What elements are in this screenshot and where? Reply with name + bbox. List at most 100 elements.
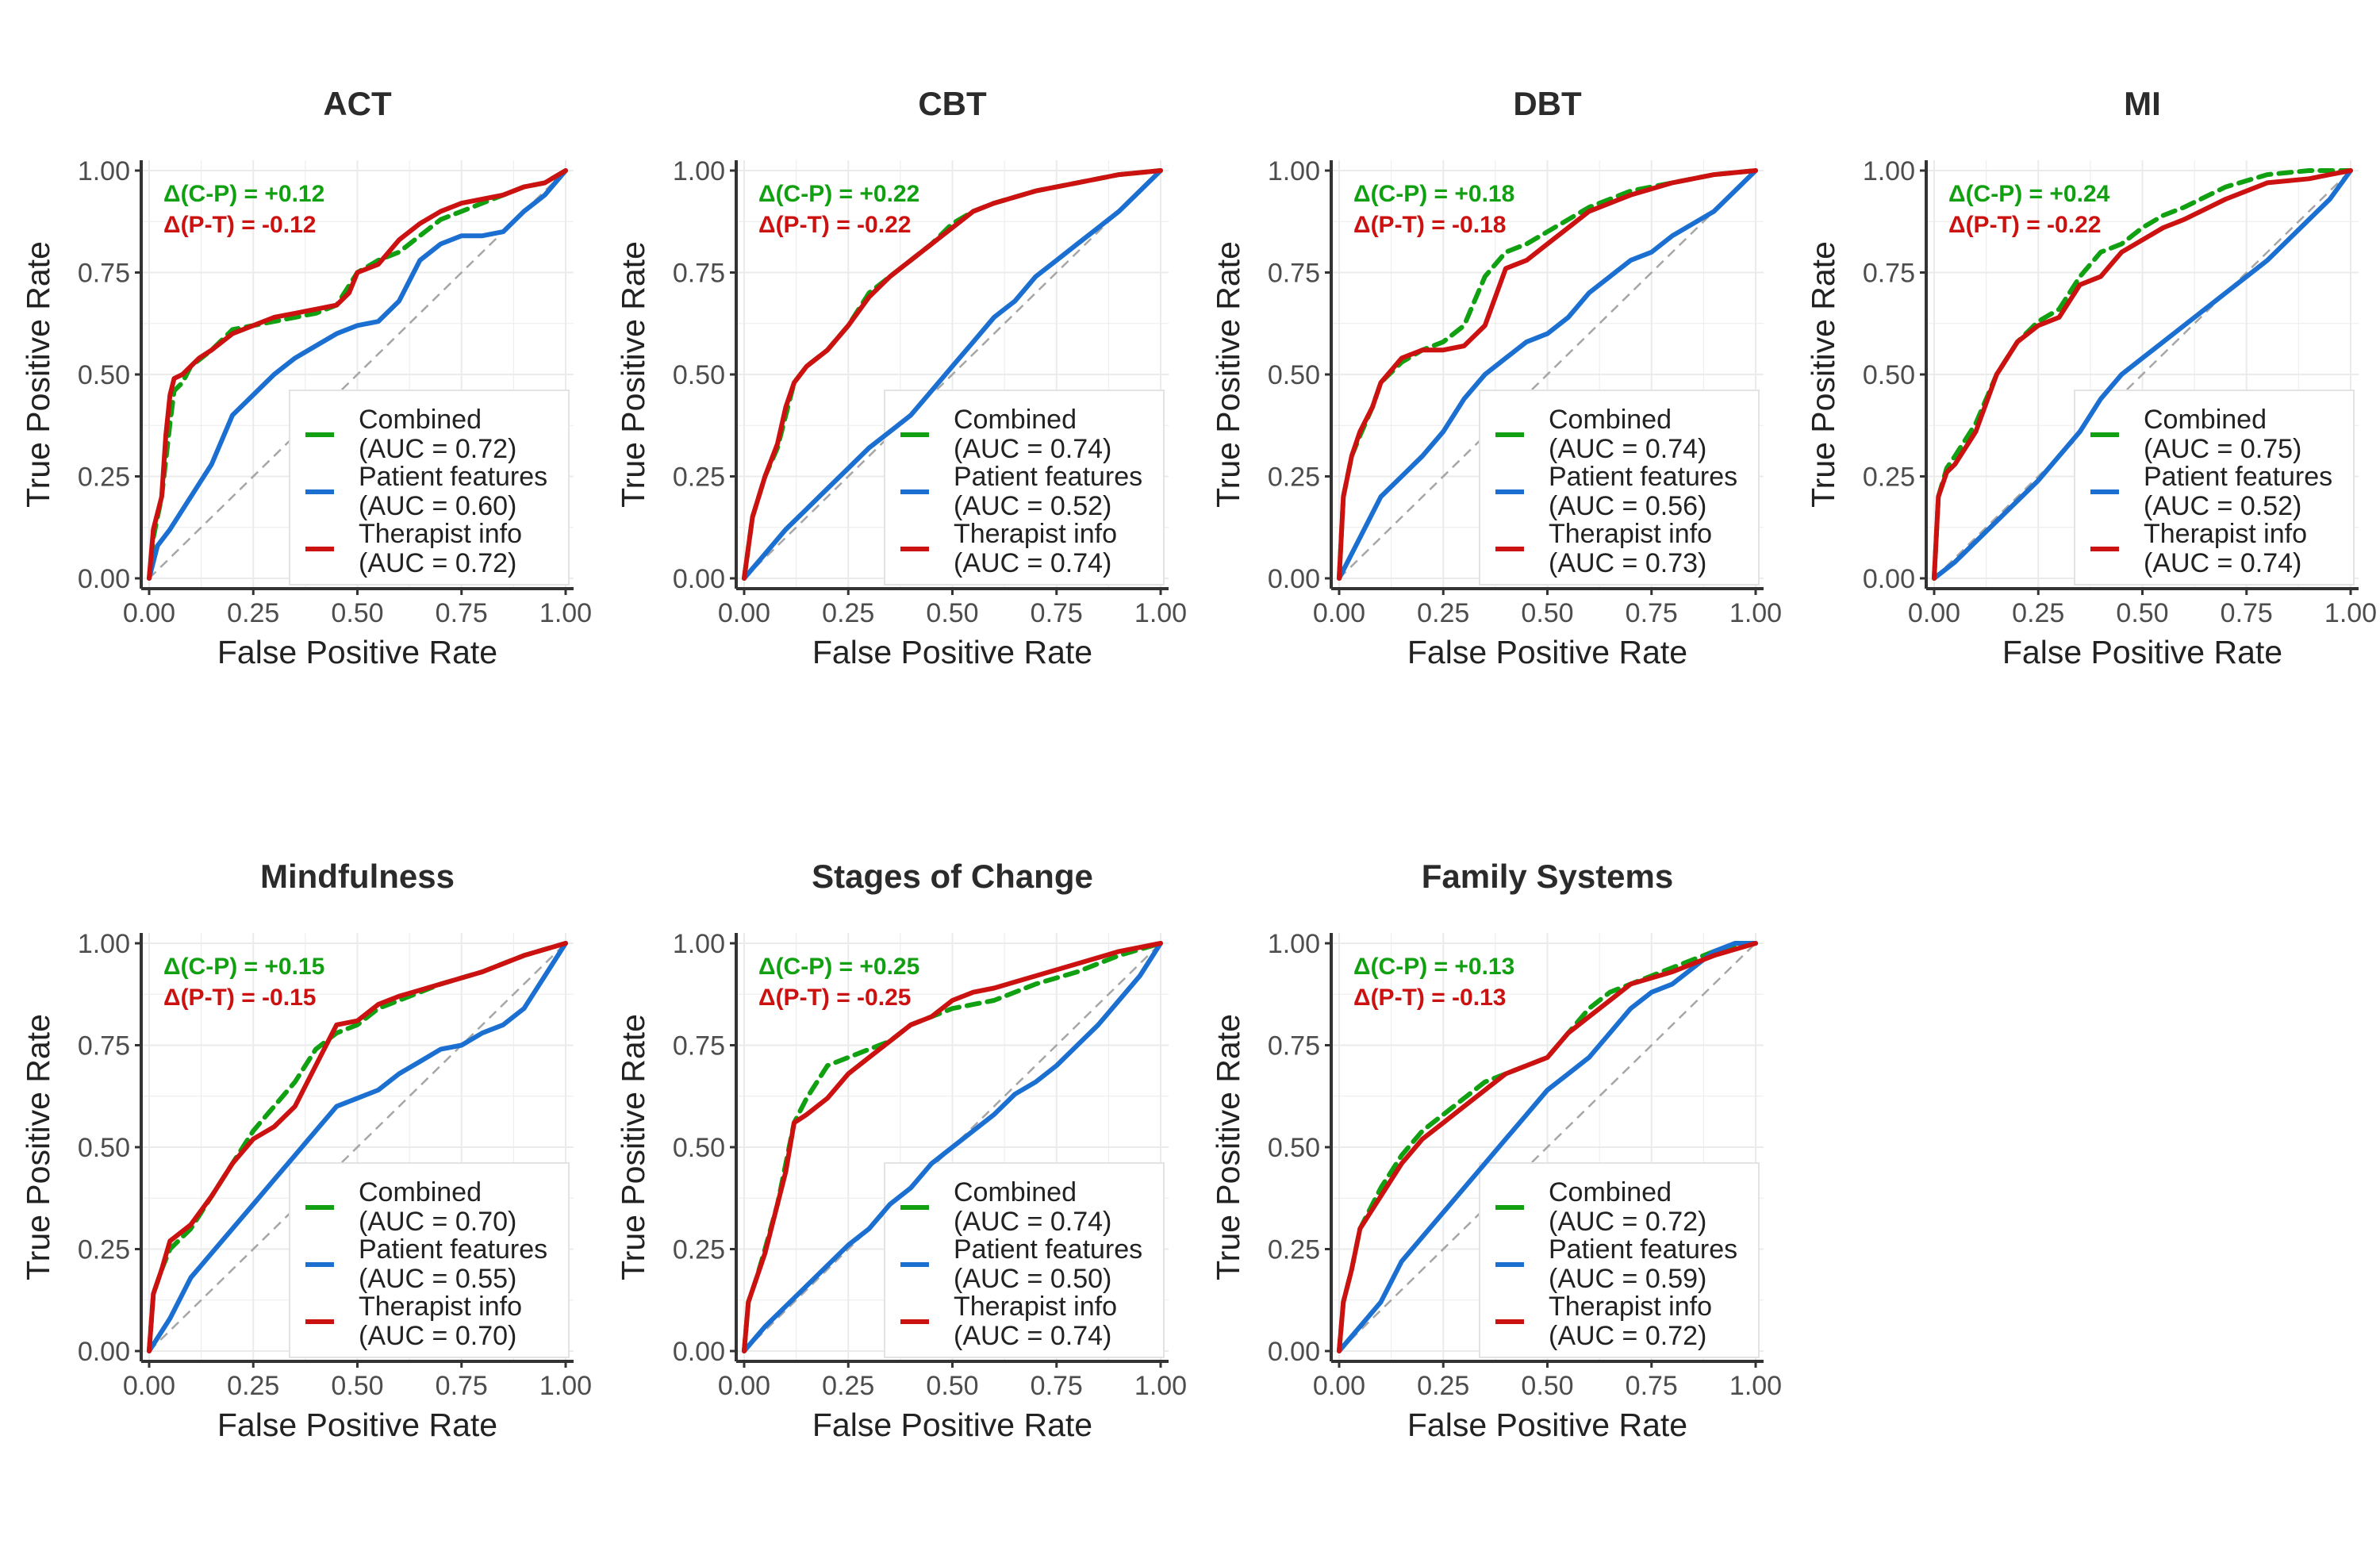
delta-patient-therapist: Δ(P-T) = -0.15	[163, 985, 316, 1011]
y-tick-label: 1.00	[1863, 156, 1915, 186]
legend-box	[1479, 1162, 1760, 1358]
legend-auc-patient: (AUC = 0.56)	[1549, 491, 1706, 521]
y-tick-label: 0.25	[673, 1235, 725, 1265]
y-axis-title: True Positive Rate	[1210, 241, 1246, 508]
x-tick-label: 1.00	[1729, 598, 1782, 628]
roc-curve-therapist	[147, 941, 568, 1353]
legend-auc-combined: (AUC = 0.72)	[359, 434, 516, 464]
y-tick-label: 0.25	[78, 1235, 130, 1265]
x-tick-label: 1.00	[1729, 1371, 1782, 1401]
panel-title: CBT	[918, 85, 987, 122]
legend-label-patient: Patient features	[359, 1234, 547, 1265]
legend-box	[289, 390, 570, 585]
diagonal-reference-line	[743, 170, 1161, 579]
y-tick-label: 1.00	[78, 156, 130, 186]
panel-title: Stages of Change	[812, 858, 1093, 895]
y-axis-title: True Positive Rate	[20, 1014, 56, 1280]
legend-auc-combined: (AUC = 0.74)	[1549, 434, 1706, 464]
delta-patient-therapist: Δ(P-T) = -0.13	[1353, 985, 1506, 1011]
roc-panel-stages-of-change: 0.00 0.25 0.50 0.75 1.00 0.00 0.25 0.50 0.75 1.00…	[615, 858, 1187, 1443]
panel-title: ACT	[323, 85, 392, 122]
x-tick-label: 0.50	[1521, 598, 1573, 628]
legend-label-therapist: Therapist info	[2144, 519, 2307, 549]
y-axis-title: True Positive Rate	[615, 1014, 651, 1280]
x-axis-title: False Positive Rate	[2002, 634, 2282, 670]
y-tick-label: 1.00	[673, 929, 725, 959]
legend-auc-therapist: (AUC = 0.74)	[2144, 548, 2301, 578]
y-tick-label: 0.75	[1268, 1031, 1320, 1061]
y-tick-label: 0.75	[673, 259, 725, 289]
legend-auc-patient: (AUC = 0.50)	[954, 1264, 1111, 1294]
x-tick-label: 1.00	[539, 598, 592, 628]
y-tick-label: 0.00	[78, 564, 130, 594]
legend-auc-therapist: (AUC = 0.72)	[359, 548, 516, 578]
x-tick-label: 1.00	[1134, 598, 1187, 628]
legend-auc-combined: (AUC = 0.74)	[954, 434, 1111, 464]
y-axis-title: True Positive Rate	[1210, 1014, 1246, 1280]
delta-combined-patient: Δ(C-P) = +0.22	[758, 181, 919, 207]
panel-title: Family Systems	[1422, 858, 1674, 895]
legend-label-patient: Patient features	[954, 1234, 1142, 1265]
y-tick-label: 0.25	[1863, 463, 1915, 493]
y-tick-label: 0.00	[1268, 1337, 1320, 1367]
x-tick-label: 0.50	[1521, 1371, 1573, 1401]
diagonal-reference-line	[1338, 170, 1756, 579]
legend-auc-patient: (AUC = 0.60)	[359, 491, 516, 521]
legend-label-patient: Patient features	[2144, 462, 2332, 492]
y-tick-label: 0.75	[673, 1031, 725, 1061]
roc-panel-dbt: 0.00 0.25 0.50 0.75 1.00 0.00 0.25 0.50 0.75 1.00…	[1210, 85, 1782, 670]
legend-auc-patient: (AUC = 0.52)	[2144, 491, 2301, 521]
y-tick-label: 1.00	[673, 156, 725, 186]
y-tick-label: 1.00	[1268, 929, 1320, 959]
roc-curve-patient	[1337, 168, 1758, 581]
roc-curve-therapist	[147, 168, 568, 581]
x-tick-label: 1.00	[2324, 598, 2377, 628]
legend-label-patient: Patient features	[954, 462, 1142, 492]
delta-patient-therapist: Δ(P-T) = -0.22	[758, 212, 911, 238]
x-axis-title: False Positive Rate	[812, 1407, 1092, 1443]
x-tick-label: 0.25	[2012, 598, 2064, 628]
x-tick-label: 0.50	[331, 598, 383, 628]
legend-label-patient: Patient features	[359, 462, 547, 492]
x-tick-label: 1.00	[1134, 1371, 1187, 1401]
x-tick-label: 0.25	[227, 598, 279, 628]
legend-box	[289, 1162, 570, 1358]
y-tick-label: 0.75	[1863, 259, 1915, 289]
legend-label-therapist: Therapist info	[954, 1292, 1117, 1322]
x-tick-label: 0.75	[1031, 1371, 1083, 1401]
legend-box	[1479, 390, 1760, 585]
delta-patient-therapist: Δ(P-T) = -0.22	[1948, 212, 2101, 238]
x-tick-label: 0.75	[436, 1371, 488, 1401]
x-axis-title: False Positive Rate	[812, 634, 1092, 670]
roc-curve-combined	[147, 168, 568, 581]
y-tick-label: 0.50	[1268, 360, 1320, 390]
legend-label-therapist: Therapist info	[1549, 519, 1712, 549]
x-tick-label: 0.25	[1417, 1371, 1469, 1401]
legend-auc-therapist: (AUC = 0.70)	[359, 1321, 516, 1351]
x-tick-label: 0.00	[1313, 598, 1365, 628]
x-axis-title: False Positive Rate	[1407, 634, 1687, 670]
delta-combined-patient: Δ(C-P) = +0.12	[163, 181, 324, 207]
roc-curve-therapist	[1337, 941, 1758, 1353]
delta-combined-patient: Δ(C-P) = +0.13	[1353, 954, 1514, 980]
roc-curve-patient	[1337, 941, 1758, 1353]
x-tick-label: 1.00	[539, 1371, 592, 1401]
legend-label-combined: Combined	[954, 405, 1077, 435]
x-tick-label: 0.75	[1626, 598, 1678, 628]
y-tick-label: 0.50	[673, 1133, 725, 1163]
legend-auc-therapist: (AUC = 0.74)	[954, 1321, 1111, 1351]
legend-label-combined: Combined	[2144, 405, 2267, 435]
x-tick-label: 0.75	[2221, 598, 2273, 628]
x-tick-label: 0.00	[718, 598, 770, 628]
y-tick-label: 0.75	[78, 259, 130, 289]
y-tick-label: 0.50	[673, 360, 725, 390]
y-tick-label: 0.50	[1268, 1133, 1320, 1163]
y-tick-label: 0.50	[78, 360, 130, 390]
roc-curve-therapist	[1337, 168, 1758, 581]
x-tick-label: 0.75	[436, 598, 488, 628]
roc-panel-cbt: 0.00 0.25 0.50 0.75 1.00 0.00 0.25 0.50 0.75 1.00…	[615, 85, 1187, 670]
y-tick-label: 1.00	[1268, 156, 1320, 186]
x-tick-label: 0.50	[926, 598, 978, 628]
x-axis-title: False Positive Rate	[1407, 1407, 1687, 1443]
